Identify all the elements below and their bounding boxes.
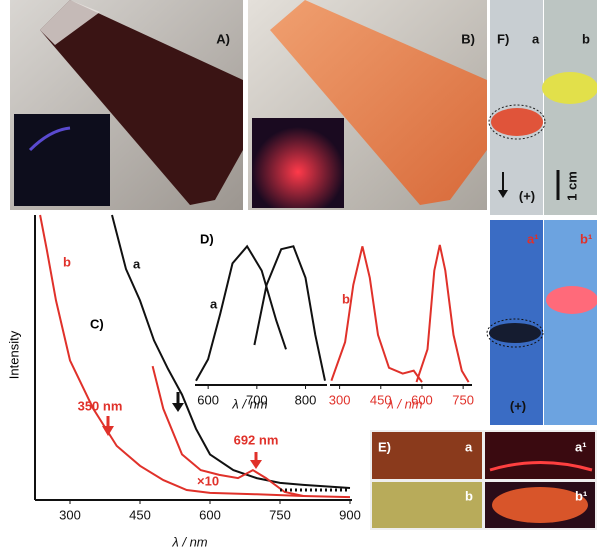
tile-label: a¹	[575, 439, 587, 454]
series-line	[417, 245, 469, 382]
series-label: a	[133, 256, 141, 271]
x-tick-label: 750	[269, 507, 291, 522]
x-tick-label: 900	[339, 507, 361, 522]
tile-label: b¹	[575, 488, 587, 503]
series-label: b	[63, 254, 71, 269]
tile-label: a	[465, 439, 473, 454]
x-tick-label: 800	[295, 392, 317, 407]
x-axis-label: λ / nm	[231, 396, 267, 411]
photo-b: B)	[248, 0, 487, 210]
x-tick-label: 600	[199, 507, 221, 522]
electrode-label: (+)	[510, 398, 526, 413]
annotation: 692 nm	[234, 432, 279, 447]
x-tick-label: 450	[129, 507, 151, 522]
x-tick-label: 750	[452, 392, 474, 407]
annotation: 350 nm	[78, 398, 123, 413]
series-line	[254, 246, 325, 380]
scale-label: 1 cm	[564, 171, 579, 201]
x-tick-label: 600	[197, 392, 219, 407]
photo-a: A)	[10, 0, 243, 210]
figure: A) B) F) a b 1 cm (+) a¹ b¹ (+) E) a a¹ …	[0, 0, 597, 550]
lane-label: b¹	[580, 231, 592, 246]
panel-label: D)	[200, 231, 214, 246]
panel-f: F) a b 1 cm (+) a¹ b¹ (+)	[487, 0, 597, 425]
series-label: ×10	[197, 473, 219, 488]
x-axis-label: λ / nm	[171, 534, 207, 549]
series-label: a	[210, 296, 218, 311]
electrode-label: (+)	[519, 188, 535, 203]
panel-label: B)	[461, 31, 475, 46]
x-tick-label: 300	[59, 507, 81, 522]
tile-label: b	[465, 488, 473, 503]
panel-label: A)	[216, 31, 230, 46]
y-axis-label: Intensity	[6, 330, 21, 379]
panel-label: F)	[497, 31, 509, 46]
series-line	[331, 246, 422, 382]
panel-label: C)	[90, 316, 104, 331]
panel-e: E) a a¹ b b¹	[370, 430, 597, 530]
series-line	[40, 215, 350, 497]
panel-label: E)	[378, 439, 391, 454]
lane-label: a¹	[527, 231, 539, 246]
x-tick-label: 300	[329, 392, 351, 407]
x-axis-label: λ / nm	[386, 396, 422, 411]
lane-label: b	[582, 31, 590, 46]
series-line	[196, 246, 286, 380]
series-label: b	[342, 291, 350, 306]
series-line	[112, 215, 350, 488]
lane-label: a	[532, 31, 540, 46]
